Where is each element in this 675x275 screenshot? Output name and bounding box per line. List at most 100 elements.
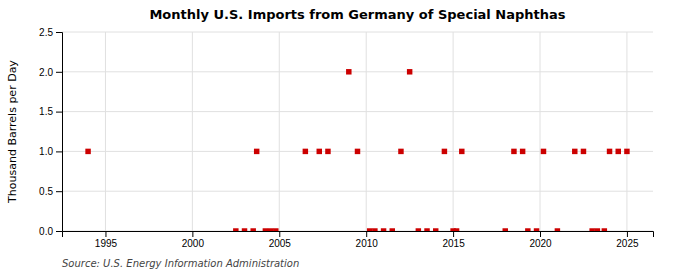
y-tick-mark: [56, 72, 62, 73]
point: [355, 149, 360, 154]
point: [503, 228, 508, 231]
point: [250, 228, 255, 231]
y-tick: 1.5: [39, 106, 62, 117]
y-tick: 1.0: [39, 146, 62, 157]
x-tick-mark: [627, 231, 628, 237]
point: [273, 228, 278, 231]
point: [381, 228, 386, 231]
y-axis-line: [56, 33, 63, 232]
y-grid-line: [62, 191, 653, 192]
x-grid-line: [366, 32, 367, 231]
x-tick: 2015: [442, 231, 465, 249]
x-tick-label: 2015: [442, 238, 465, 249]
point: [346, 69, 351, 74]
y-tick: 0.5: [39, 186, 62, 197]
point: [367, 228, 372, 231]
x-grid-line: [192, 32, 193, 231]
x-tick-label: 1995: [95, 238, 118, 249]
point: [254, 149, 259, 154]
y-tick: 2.0: [39, 67, 62, 78]
x-tick: 1995: [95, 231, 118, 249]
chart: 1995 2000 2005 2010 2015 2020 2025 0.0 0.5 1.0 1.5…: [0, 0, 675, 275]
x-tick-label: 2020: [529, 238, 552, 249]
x-grid-line: [626, 32, 627, 231]
point: [233, 228, 238, 231]
point: [520, 149, 525, 154]
chart-container: 1995 2000 2005 2010 2015 2020 2025 0.0 0.5 1.0 1.5…: [0, 0, 675, 275]
point: [263, 228, 268, 231]
x-tick: 2005: [269, 231, 292, 249]
x-tick-label: 2025: [616, 238, 639, 249]
point: [303, 149, 308, 154]
point: [525, 228, 530, 231]
x-grid-line: [105, 32, 106, 231]
point: [242, 228, 247, 231]
point: [589, 228, 594, 231]
point: [607, 149, 612, 154]
x-tick-mark: [540, 231, 541, 237]
point: [541, 149, 546, 154]
point: [268, 228, 273, 231]
point: [624, 149, 629, 154]
points: [85, 69, 629, 231]
x-tick: 2010: [356, 231, 379, 249]
y-axis-title: Thousand Barrels per Day: [6, 60, 19, 204]
point: [459, 149, 464, 154]
point: [390, 228, 395, 231]
y-tick-label: 0.5: [39, 186, 53, 197]
x-tick-mark: [192, 231, 193, 237]
grid: [62, 32, 653, 231]
point: [85, 149, 90, 154]
y-tick-label: 0.0: [39, 226, 53, 237]
point: [581, 149, 586, 154]
point: [325, 149, 330, 154]
y-tick-label: 1.5: [39, 106, 53, 117]
x-tick: 2020: [529, 231, 552, 249]
annotation: Source: U.S. Energy Information Administ…: [62, 258, 299, 269]
point: [317, 149, 322, 154]
point: [615, 149, 620, 154]
y-tick: 0.0: [39, 226, 62, 237]
y-axis: 0.0 0.5 1.0 1.5 2.0 2.5: [39, 27, 62, 237]
plot: 1995 2000 2005 2010 2015 2020 2025 0.0 0.5 1.0 1.5…: [39, 27, 653, 249]
x-tick-mark: [366, 231, 367, 237]
y-grid-line: [62, 71, 653, 72]
x-tick-mark: [105, 231, 106, 237]
y-tick-mark: [56, 112, 62, 113]
point: [602, 228, 607, 231]
x-tick-mark: [279, 231, 280, 237]
point: [416, 228, 421, 231]
x-axis: 1995 2000 2005 2010 2015 2020 2025: [63, 231, 654, 249]
y-tick-mark: [56, 32, 62, 33]
x-tick-label: 2010: [356, 238, 379, 249]
title: Monthly U.S. Imports from Germany of Spe…: [149, 7, 565, 22]
x-tick-label: 2005: [269, 238, 292, 249]
point: [572, 149, 577, 154]
point: [407, 69, 412, 74]
point: [454, 228, 459, 231]
point: [398, 149, 403, 154]
y-tick-mark: [56, 151, 62, 152]
x-grid-line: [279, 32, 280, 231]
y-tick-mark: [56, 191, 62, 192]
x-tick-label: 2000: [182, 238, 205, 249]
x-tick: 2000: [182, 231, 205, 249]
y-tick-label: 2.5: [39, 27, 53, 38]
x-grid-line: [453, 32, 454, 231]
y-tick-label: 1.0: [39, 146, 53, 157]
point: [534, 228, 539, 231]
point: [433, 228, 438, 231]
y-tick-label: 2.0: [39, 67, 53, 78]
y-grid-line: [62, 111, 653, 112]
point: [424, 228, 429, 231]
y-tick-mark: [56, 231, 62, 232]
y-grid-line: [62, 32, 653, 33]
x-tick-mark: [453, 231, 454, 237]
x-grid-line: [540, 32, 541, 231]
point: [442, 149, 447, 154]
x-axis-line: [63, 232, 654, 238]
point: [372, 228, 377, 231]
y-tick: 2.5: [39, 27, 62, 38]
point: [511, 149, 516, 154]
point: [595, 228, 600, 231]
